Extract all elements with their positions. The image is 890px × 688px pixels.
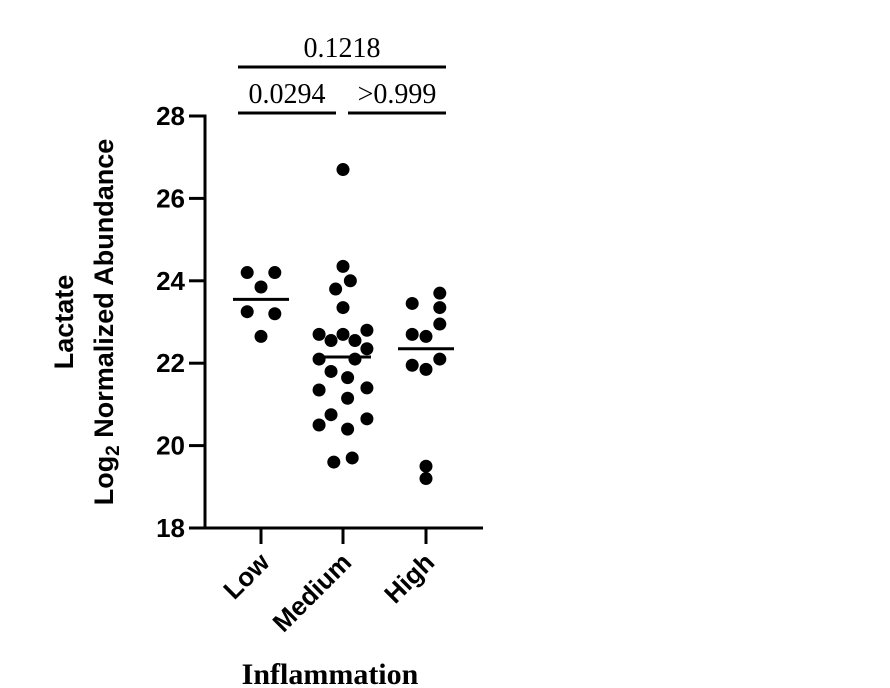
data-point	[419, 362, 433, 376]
data-point	[324, 334, 338, 348]
data-point	[324, 364, 338, 378]
data-point	[360, 323, 374, 337]
y-tick-label: 26	[156, 183, 185, 213]
y-tick-label: 18	[156, 513, 185, 543]
data-point	[341, 391, 355, 405]
data-point	[433, 301, 447, 315]
y-tick-label: 22	[156, 348, 185, 378]
y-axis-title: Lactate Log2 Normalized Abundance	[49, 139, 124, 506]
y-axis-title-line1: Lactate	[49, 275, 79, 370]
y-tick-label: 24	[156, 266, 185, 296]
data-point	[405, 358, 419, 372]
data-point	[240, 305, 254, 319]
data-point	[336, 301, 350, 315]
x-tick-label: High	[378, 547, 440, 609]
data-point	[433, 352, 447, 366]
y-axis-title-subscript: 2	[103, 445, 124, 456]
p-value-label: 0.1218	[304, 33, 381, 64]
x-tick-label: Low	[217, 546, 276, 605]
x-tick-label: Medium	[267, 547, 358, 638]
significance-brackets: 0.0294 >0.999 0.1218	[238, 33, 446, 115]
data-point	[312, 327, 326, 341]
data-point	[268, 266, 282, 280]
data-point	[360, 412, 374, 426]
data-point	[336, 163, 350, 177]
y-tick-label: 20	[156, 431, 185, 461]
y-tick-label: 28	[156, 101, 185, 131]
y-axis-title-rest: Normalized Abundance	[89, 139, 119, 446]
data-point	[433, 317, 447, 331]
data-point	[254, 329, 268, 343]
p-value-label: 0.0294	[249, 79, 326, 110]
data-point	[336, 259, 350, 273]
data-point	[348, 334, 362, 348]
y-axis-title-log: Log	[89, 456, 119, 505]
data-point	[329, 282, 343, 296]
data-point	[341, 371, 355, 385]
data-point	[360, 381, 374, 395]
data-point	[433, 286, 447, 300]
data-point	[312, 352, 326, 366]
data-point	[240, 266, 254, 280]
data-point	[348, 352, 362, 366]
data-point	[341, 422, 355, 436]
data-point	[336, 327, 350, 341]
data-point	[419, 472, 433, 486]
data-marks	[233, 163, 454, 486]
data-point	[312, 383, 326, 397]
data-point	[268, 307, 282, 321]
y-axis-title-line2: Log2 Normalized Abundance	[89, 139, 124, 506]
data-point	[343, 274, 357, 288]
x-axis-title: Inflammation	[242, 658, 419, 688]
data-point	[254, 280, 268, 294]
data-point	[419, 459, 433, 473]
data-point	[345, 451, 359, 465]
data-point	[405, 296, 419, 310]
data-point	[405, 327, 419, 341]
p-value-label: >0.999	[358, 79, 437, 110]
data-point	[327, 455, 341, 469]
data-point	[360, 342, 374, 356]
data-point	[324, 408, 338, 422]
data-point	[312, 418, 326, 432]
data-point	[419, 329, 433, 343]
